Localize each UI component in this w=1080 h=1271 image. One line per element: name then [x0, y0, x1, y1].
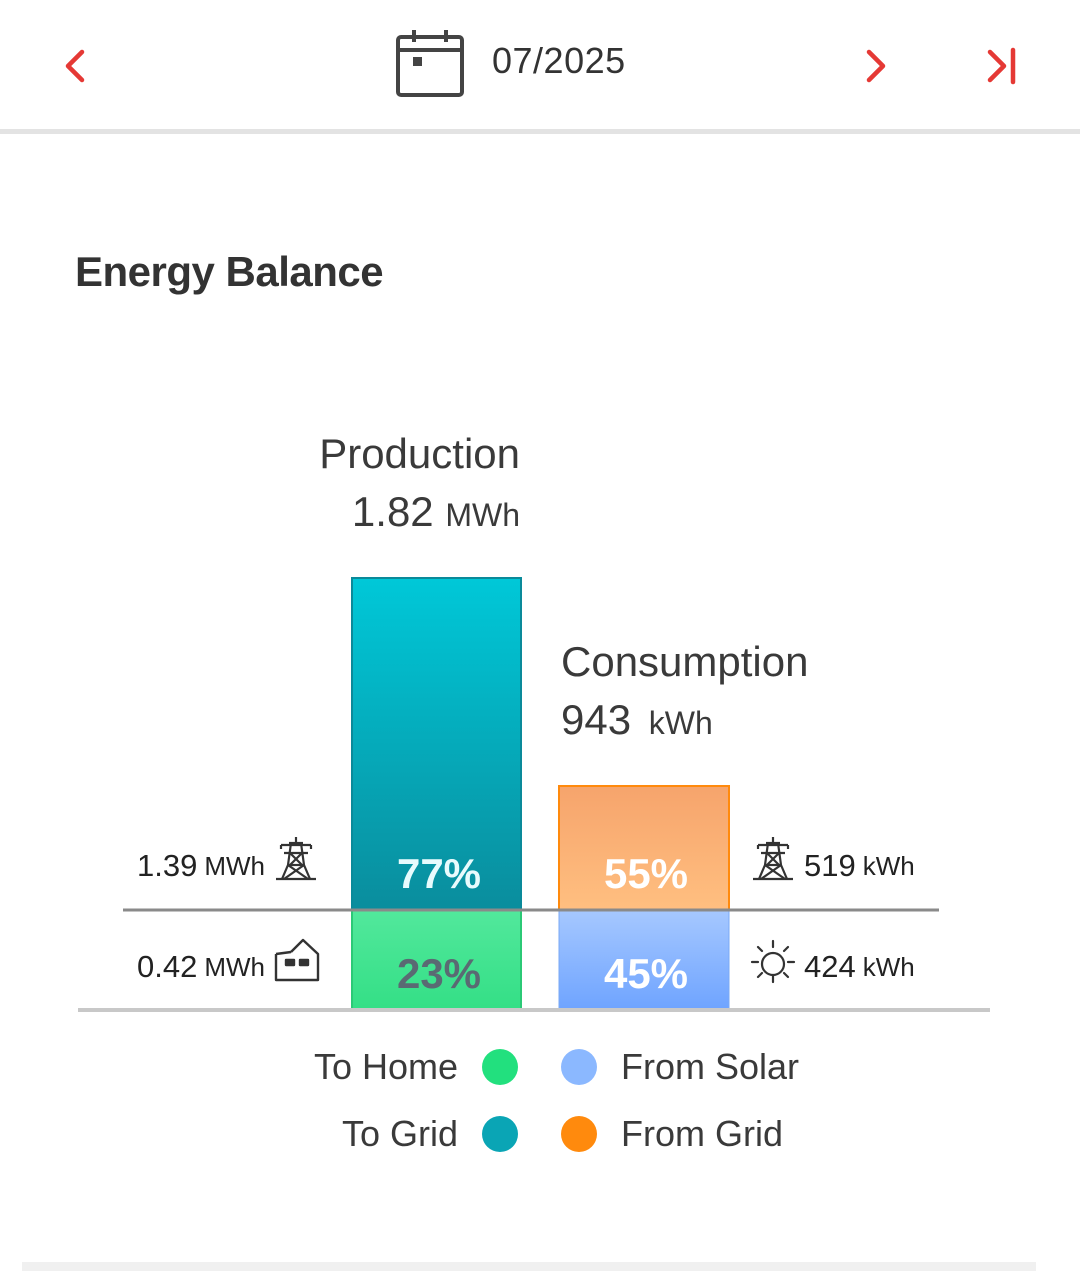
from-grid-value: 519 — [804, 848, 856, 883]
legend-dot-from-grid — [561, 1116, 597, 1152]
calendar-icon[interactable] — [394, 28, 466, 100]
legend-dot-to-grid — [482, 1116, 518, 1152]
chevron-right-icon — [866, 49, 886, 83]
header-divider — [0, 129, 1080, 134]
to-home-value: 0.42 — [137, 949, 198, 984]
legend-label: To Home — [313, 1046, 458, 1087]
section-title: Energy Balance — [75, 248, 384, 295]
from-grid-amount: 519 kWh — [750, 837, 915, 884]
production-label: Production — [319, 430, 520, 477]
to-home-percent: 23% — [397, 950, 481, 997]
consumption-total: 943 kWh — [561, 696, 713, 744]
legend-label: From Grid — [621, 1113, 783, 1154]
consumption-from-grid-segment — [558, 785, 730, 911]
legend-label: To Grid — [341, 1113, 458, 1154]
legend-label: From Solar — [621, 1046, 800, 1087]
from-solar-value: 424 — [804, 949, 856, 984]
from-grid-percent: 55% — [604, 850, 688, 897]
to-home-amount: 0.42 MWh — [137, 938, 321, 985]
to-grid-value: 1.39 — [137, 848, 198, 883]
house-icon — [274, 938, 320, 982]
legend-dot-from-solar — [561, 1049, 597, 1085]
to-grid-percent: 77% — [397, 850, 481, 897]
legend-to-grid: To Grid — [342, 1113, 518, 1155]
production-value: 1.82 — [351, 488, 434, 535]
legend-to-home: To Home — [314, 1046, 518, 1088]
previous-period-button[interactable] — [46, 36, 106, 96]
to-home-unit: MWh — [204, 951, 266, 982]
period-navigation-bar: 07/2025 — [0, 0, 1080, 130]
last-period-button[interactable] — [972, 36, 1032, 96]
sun-icon — [750, 939, 796, 984]
legend-from-grid: From Grid — [561, 1113, 783, 1155]
consumption-from-solar-segment — [558, 909, 730, 1010]
from-solar-unit: kWh — [862, 951, 915, 982]
power-tower-icon — [753, 837, 793, 881]
production-to-home-segment — [351, 909, 522, 1010]
from-solar-percent: 45% — [604, 950, 688, 997]
production-to-grid-segment — [351, 577, 522, 911]
legend-from-solar: From Solar — [561, 1046, 799, 1088]
to-grid-unit: MWh — [204, 850, 266, 881]
consumption-label: Consumption — [561, 638, 809, 685]
skip-to-end-icon — [987, 47, 1016, 85]
to-grid-amount: 1.39 MWh — [137, 837, 319, 884]
consumption-value: 943 — [561, 696, 632, 743]
power-tower-icon — [276, 837, 317, 881]
chevron-left-icon — [65, 49, 85, 83]
legend-dot-to-home — [482, 1049, 518, 1085]
next-period-button[interactable] — [845, 36, 905, 96]
period-label[interactable]: 07/2025 — [492, 40, 626, 81]
production-total: 1.82 MWh — [352, 488, 520, 536]
from-solar-amount: 424 kWh — [750, 939, 915, 985]
bottom-divider — [22, 1262, 1036, 1271]
production-unit: MWh — [445, 497, 520, 533]
consumption-unit: kWh — [648, 705, 713, 741]
from-grid-unit: kWh — [862, 850, 915, 881]
